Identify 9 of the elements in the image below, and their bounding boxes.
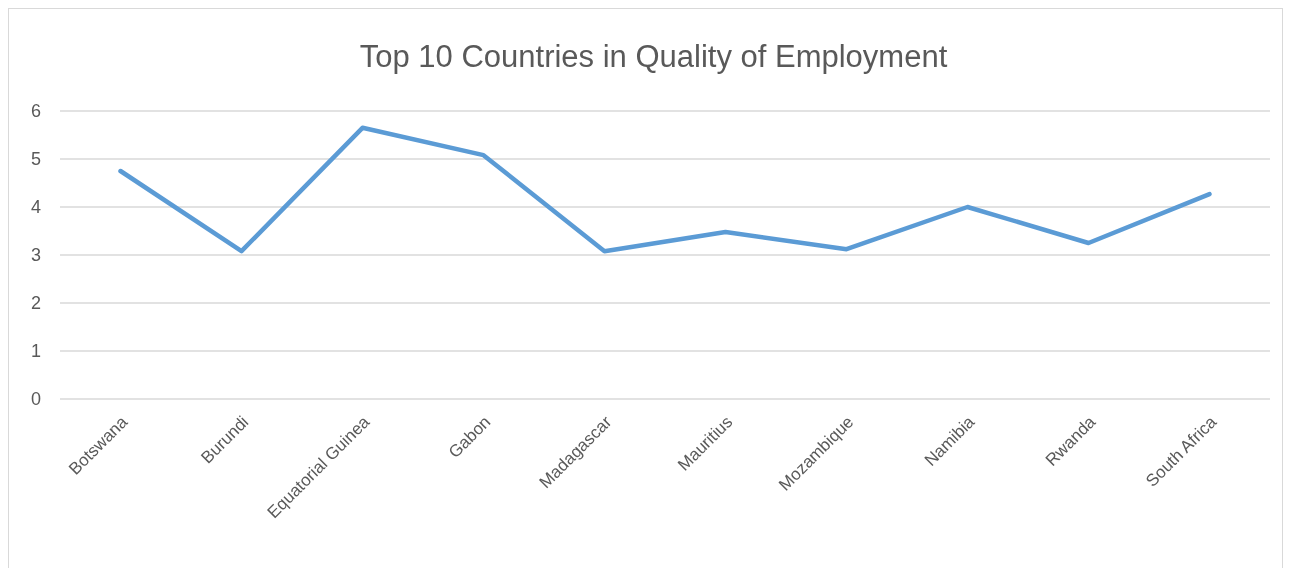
y-tick-label: 6 bbox=[30, 101, 42, 122]
chart-title: Top 10 Countries in Quality of Employment bbox=[359, 39, 948, 74]
y-tick-label: 4 bbox=[30, 197, 42, 218]
y-tick-label: 1 bbox=[30, 341, 42, 362]
y-tick-label: 3 bbox=[30, 245, 42, 266]
line-series bbox=[118, 125, 1212, 254]
y-tick-label: 2 bbox=[30, 293, 42, 314]
y-tick-label: 0 bbox=[30, 389, 42, 410]
y-tick-label: 5 bbox=[30, 149, 42, 170]
